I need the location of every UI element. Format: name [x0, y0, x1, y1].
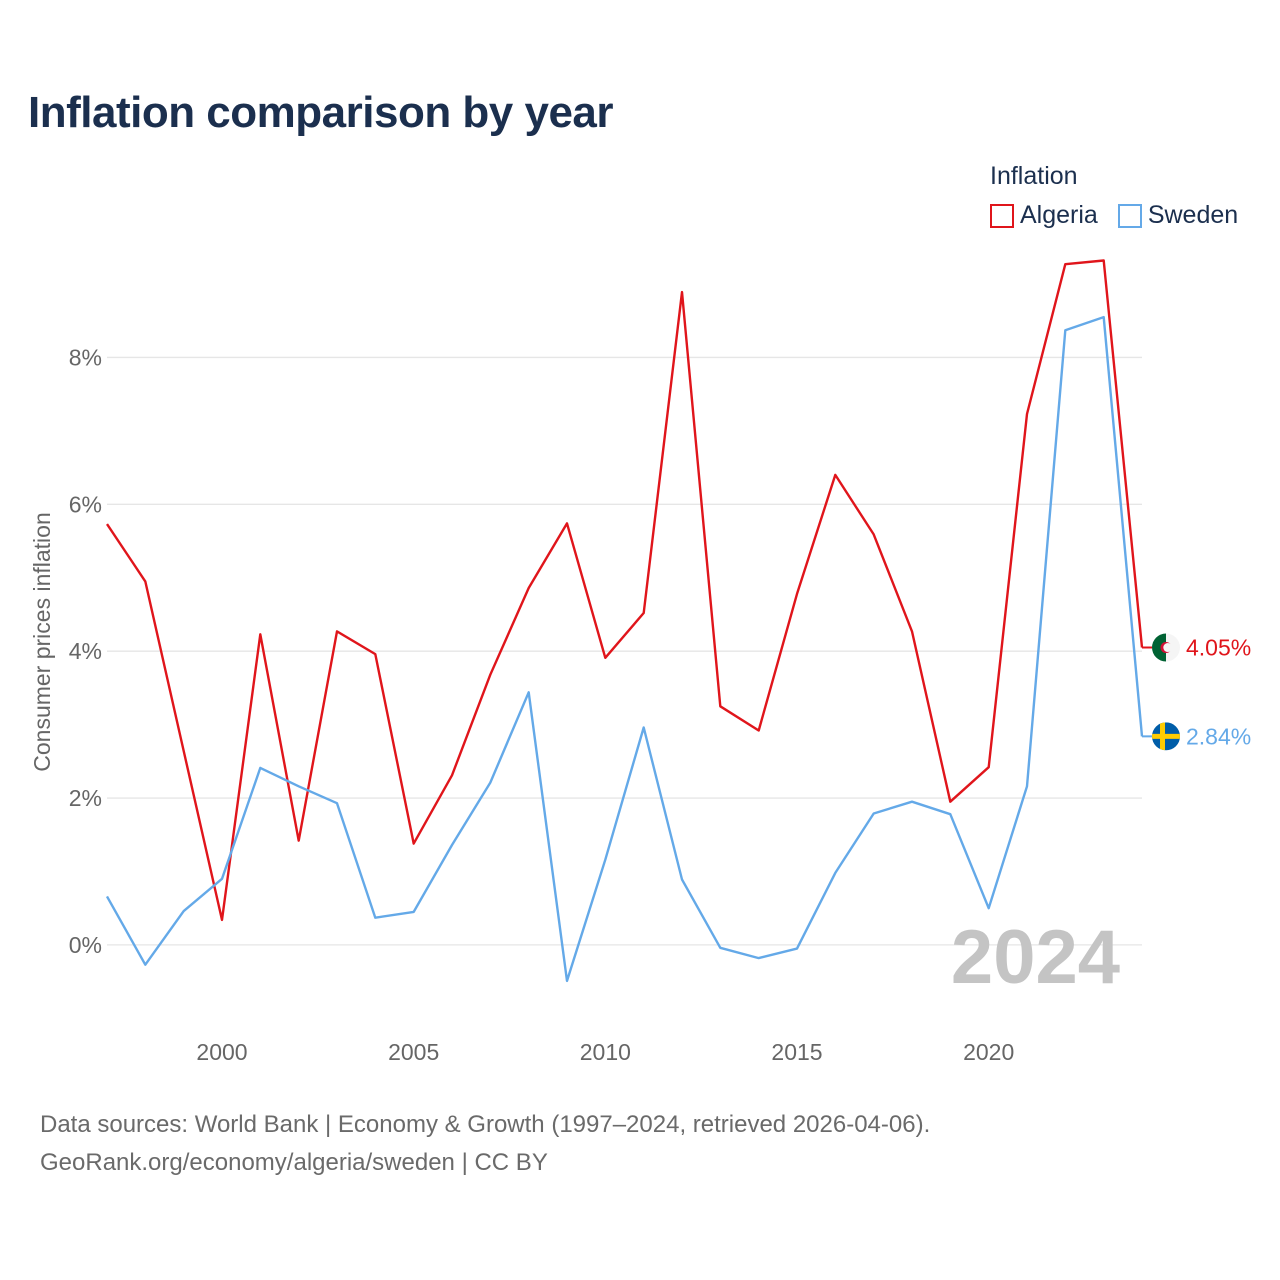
legend-swatch-algeria [990, 203, 1014, 228]
legend-items: Algeria Sweden [990, 201, 1238, 230]
x-axis-ticks: 2000 2005 2010 2015 2020 [196, 1039, 1014, 1065]
y-tick-label: 2% [69, 785, 102, 811]
footer-attribution: GeoRank.org/economy/algeria/sweden | CC … [40, 1149, 548, 1176]
series-lines [105, 259, 1144, 983]
legend-item-sweden[interactable]: Sweden [1117, 201, 1239, 230]
sweden-flag-icon [1152, 722, 1180, 751]
chart-title: Inflation comparison by year [28, 88, 614, 137]
footer-sources: Data sources: World Bank | Economy & Gro… [40, 1111, 931, 1138]
y-tick-label: 0% [69, 932, 102, 958]
series-line-sweden[interactable] [105, 315, 1144, 983]
x-tick-label: 2020 [963, 1039, 1014, 1065]
end-label-sweden: 2.84% [1186, 723, 1251, 749]
y-tick-label: 8% [69, 344, 102, 370]
legend-swatch-sweden [1117, 203, 1142, 228]
end-label-algeria: 4.05% [1186, 635, 1251, 661]
legend-item-algeria[interactable]: Algeria [990, 201, 1098, 230]
legend-label-sweden: Sweden [1147, 201, 1239, 229]
legend-label-algeria: Algeria [1020, 201, 1098, 229]
year-watermark: 2024 [951, 915, 1120, 1000]
y-tick-label: 4% [69, 638, 102, 664]
gridlines [107, 356, 1142, 946]
x-tick-label: 2015 [771, 1039, 822, 1065]
x-tick-label: 2000 [196, 1039, 247, 1065]
footer: Data sources: World Bank | Economy & Gro… [40, 1106, 930, 1182]
y-axis-label: Consumer prices inflation [29, 512, 55, 772]
x-tick-label: 2005 [388, 1039, 439, 1065]
x-tick-label: 2010 [580, 1039, 631, 1065]
series-line-algeria[interactable] [106, 259, 1144, 922]
algeria-flag-icon [1152, 633, 1180, 662]
end-markers: 4.05% 2.84% [1142, 633, 1251, 751]
y-axis-ticks: 0% 2% 4% 6% 8% [69, 344, 102, 957]
legend-title: Inflation [990, 162, 1078, 190]
y-tick-label: 6% [69, 491, 102, 517]
legend: Inflation Algeria Sweden [990, 162, 1238, 230]
